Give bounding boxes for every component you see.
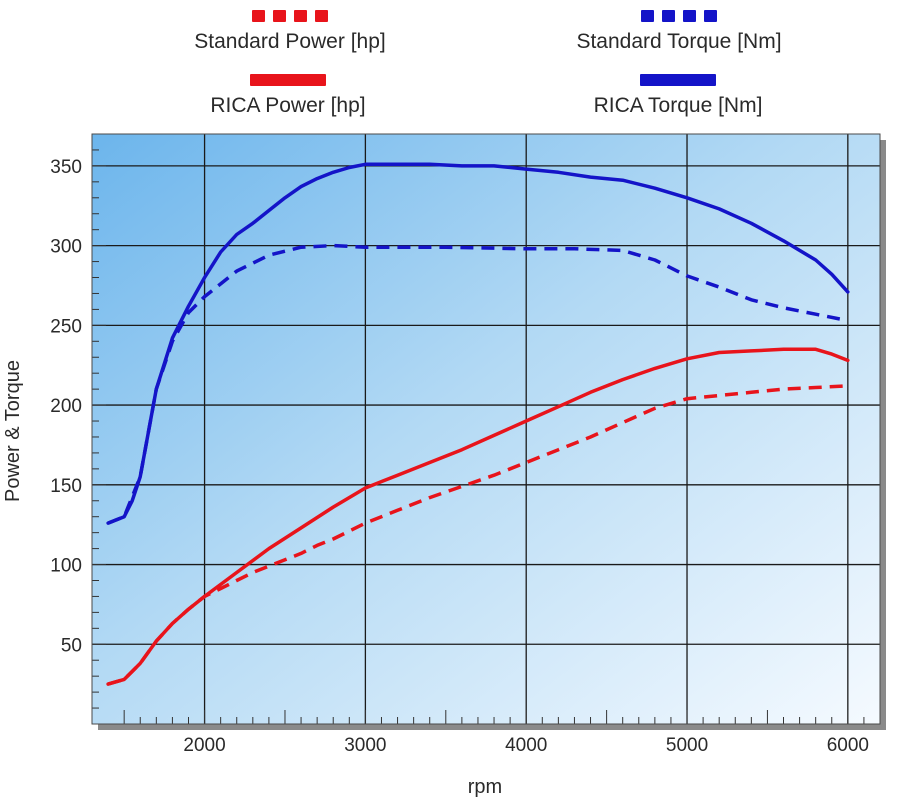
series-line-rica-power: [106, 347, 850, 686]
x-tick-label: 5000: [666, 735, 708, 756]
x-tick-label: 4000: [505, 735, 547, 756]
y-tick-label: 250: [50, 316, 82, 337]
x-tick-label: 2000: [183, 735, 225, 756]
legend-swatch-rica-torque: [640, 74, 716, 86]
legend-label-rica-power: RICA Power [hp]: [210, 94, 366, 117]
legend-label-standard-torque: Standard Torque [Nm]: [576, 30, 782, 53]
plot-frame: [91, 133, 881, 725]
y-tick-label: 150: [50, 476, 82, 497]
y-tick-label: 300: [50, 237, 82, 258]
tick-labels: 2000 3000 4000 5000 6000 50 100 150 200 250 300 350: [50, 157, 869, 756]
y-axis-label: Power & Torque: [2, 360, 24, 502]
legend-swatch-standard-torque: [641, 10, 717, 22]
plot-area: [92, 134, 880, 724]
y-tick-label: 50: [61, 635, 82, 656]
y-tick-label: 200: [50, 396, 82, 417]
x-axis-label: rpm: [468, 776, 502, 798]
series-line-rica-torque: [106, 162, 850, 525]
legend-swatch-standard-power: [252, 10, 328, 22]
legend-swatch-rica-power: [250, 74, 326, 86]
x-tick-label: 3000: [344, 735, 386, 756]
x-tick-label: 6000: [827, 735, 869, 756]
legend-label-rica-torque: RICA Torque [Nm]: [593, 94, 763, 117]
series-lines: [106, 162, 850, 686]
y-tick-label: 100: [50, 556, 82, 577]
y-tick-label: 350: [50, 157, 82, 178]
legend-label-standard-power: Standard Power [hp]: [194, 30, 386, 53]
series-line-standard-torque: [107, 243, 841, 525]
